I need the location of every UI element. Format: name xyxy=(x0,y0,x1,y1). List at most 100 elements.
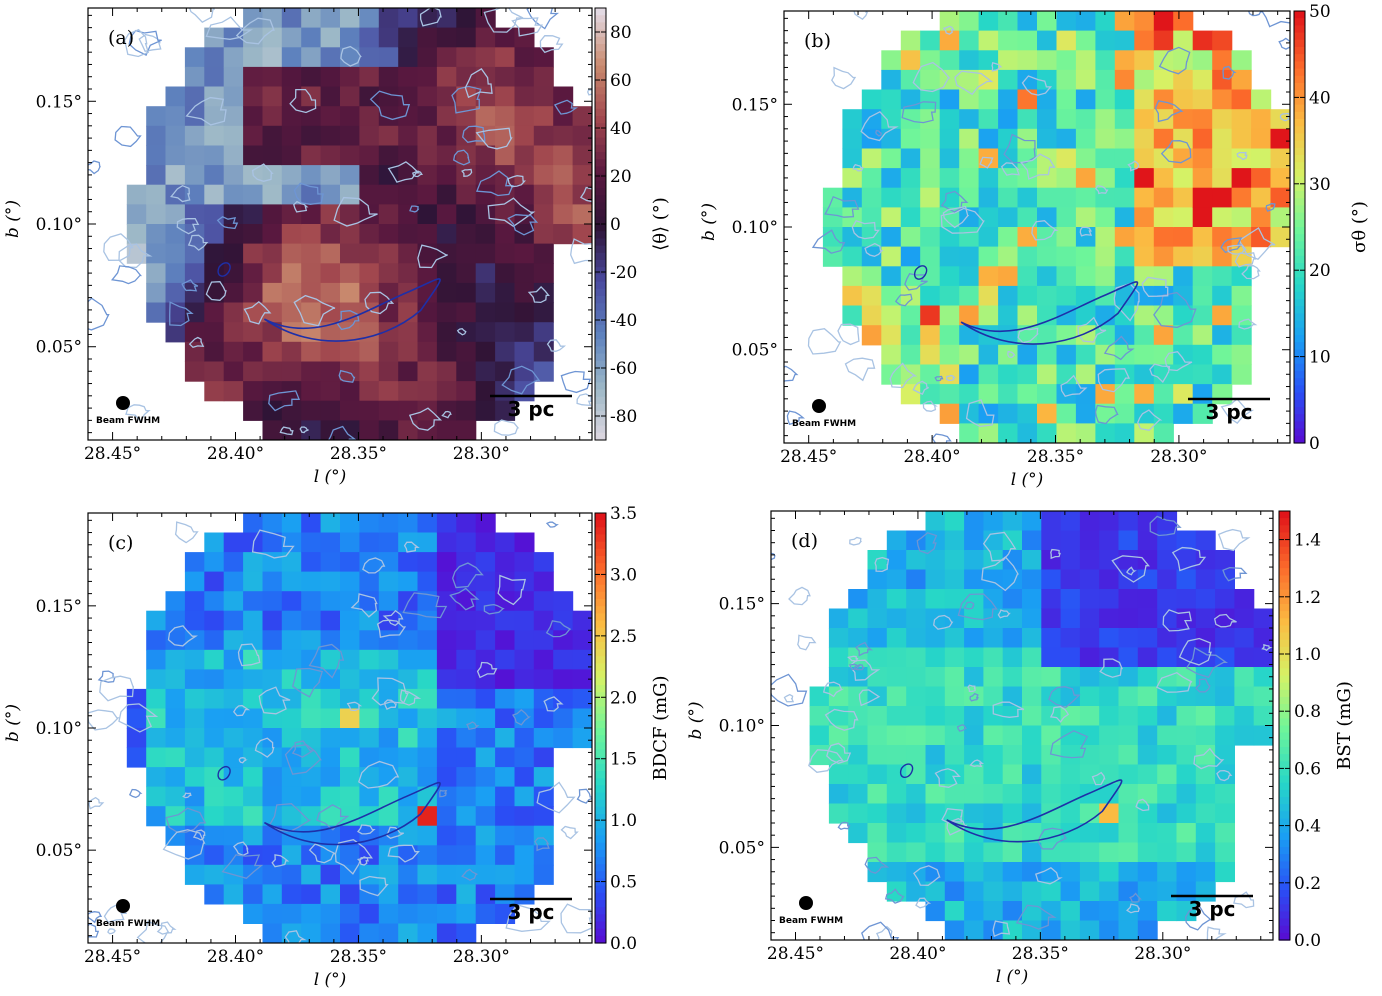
beam-label: Beam FWHM xyxy=(96,416,160,426)
heatmap-cell xyxy=(223,845,244,866)
heatmap-cell xyxy=(223,767,244,788)
heatmap-cell xyxy=(533,864,554,885)
heatmap-cell xyxy=(1114,384,1135,405)
heatmap-cell xyxy=(553,165,574,186)
heatmap-cell xyxy=(964,725,984,746)
heatmap-cell xyxy=(1157,569,1178,590)
heatmap-cell xyxy=(1079,823,1100,844)
colorbar-segment xyxy=(1279,582,1290,591)
heatmap-cell xyxy=(1215,725,1235,746)
heatmap-cell xyxy=(920,148,941,169)
contour xyxy=(933,614,954,630)
heatmap-cell xyxy=(417,282,438,304)
heatmap-cell xyxy=(1056,50,1077,71)
heatmap-cell xyxy=(243,747,264,768)
heatmap-cell xyxy=(320,825,341,846)
y-axis-label: b (°) xyxy=(699,203,719,241)
heatmap-cell xyxy=(906,608,927,629)
colorbar-tick-label: 3.5 xyxy=(610,504,637,524)
heatmap-cell xyxy=(1176,686,1197,707)
heatmap-cell xyxy=(417,125,438,146)
heatmap-cell xyxy=(475,903,496,924)
colorbar-tick-label: 0.4 xyxy=(1294,817,1321,837)
heatmap-cell xyxy=(146,728,167,749)
heatmap-cell xyxy=(1234,667,1255,688)
heatmap-cell xyxy=(262,669,283,690)
contour xyxy=(291,667,324,698)
heatmap-cell xyxy=(1095,285,1116,307)
heatmap-cell xyxy=(983,881,1004,902)
x-axis-label: l (°) xyxy=(314,970,347,990)
colorbar-segment xyxy=(595,756,606,765)
heatmap-cell xyxy=(1212,344,1233,365)
colorbar-segment xyxy=(595,36,606,45)
heatmap-cell xyxy=(398,361,419,382)
colorbar-segment xyxy=(1279,511,1290,519)
heatmap-cell xyxy=(223,630,244,651)
contour xyxy=(185,96,227,126)
heatmap-cell xyxy=(900,109,921,130)
heatmap-cell xyxy=(1099,862,1120,883)
heatmap-cell xyxy=(822,227,843,248)
heatmap-cell xyxy=(340,747,360,768)
colorbar-segment xyxy=(1294,83,1305,91)
heatmap-cell xyxy=(1195,842,1216,863)
ticks xyxy=(770,511,1273,940)
heatmap-cell xyxy=(146,610,167,631)
heatmap-cell xyxy=(456,66,477,88)
contour xyxy=(539,35,564,54)
heatmap-cell xyxy=(417,145,438,166)
heatmap-cell xyxy=(925,881,946,902)
heatmap-cell xyxy=(533,47,554,68)
heatmap-cell xyxy=(1002,764,1023,785)
heatmap-cell xyxy=(1153,403,1174,424)
heatmap-cell xyxy=(978,325,999,346)
heatmap-cell xyxy=(436,552,457,573)
contour xyxy=(560,825,579,840)
heatmap-cell xyxy=(553,184,574,205)
heatmap-cell xyxy=(320,47,341,68)
heatmap-cell xyxy=(165,145,186,166)
heatmap-cell xyxy=(1234,686,1255,707)
heatmap-cell xyxy=(1017,89,1038,110)
heatmap-cell xyxy=(398,184,419,205)
contour xyxy=(461,168,473,178)
colorbar-segment xyxy=(1279,732,1290,741)
colorbar-segment xyxy=(1294,39,1305,48)
heatmap-cell xyxy=(1079,784,1100,805)
contour xyxy=(979,156,994,169)
heatmap-cell xyxy=(495,630,516,651)
heatmap-cell xyxy=(533,322,554,343)
heatmap-cell xyxy=(1060,725,1081,746)
heatmap-cell xyxy=(939,187,960,208)
heatmap-cell xyxy=(262,400,283,421)
heatmap-cell xyxy=(1095,246,1116,267)
heatmap-cell xyxy=(1095,50,1116,71)
heatmap-cell xyxy=(398,145,419,166)
heatmap-cell xyxy=(456,864,477,885)
heatmap-cell xyxy=(1118,589,1139,610)
heatmap-cell xyxy=(900,305,921,326)
contour xyxy=(876,925,894,940)
heatmap-cell xyxy=(398,728,419,749)
y-tick-label: 0.10° xyxy=(719,717,765,737)
heatmap-cell xyxy=(398,864,419,885)
x-axis-label: l (°) xyxy=(996,967,1029,987)
heatmap-cell xyxy=(223,145,244,166)
heatmap-cell xyxy=(359,341,380,362)
heatmap-cell xyxy=(1157,901,1178,922)
heatmap-cell xyxy=(495,767,516,788)
colorbar-tick-label: -40 xyxy=(610,311,637,331)
heatmap-cell xyxy=(262,688,283,709)
heatmap-cell xyxy=(867,550,888,571)
heatmap-cell xyxy=(1075,168,1096,189)
heatmap-cell xyxy=(165,728,186,749)
heatmap-cell xyxy=(495,708,516,729)
heatmap-cell xyxy=(1079,725,1100,746)
colorbar-segment xyxy=(1279,897,1290,905)
heatmap-cell xyxy=(1056,168,1077,189)
heatmap-cell xyxy=(1079,901,1100,922)
heatmap-cell xyxy=(983,784,1004,805)
heatmap-cell xyxy=(223,106,244,127)
